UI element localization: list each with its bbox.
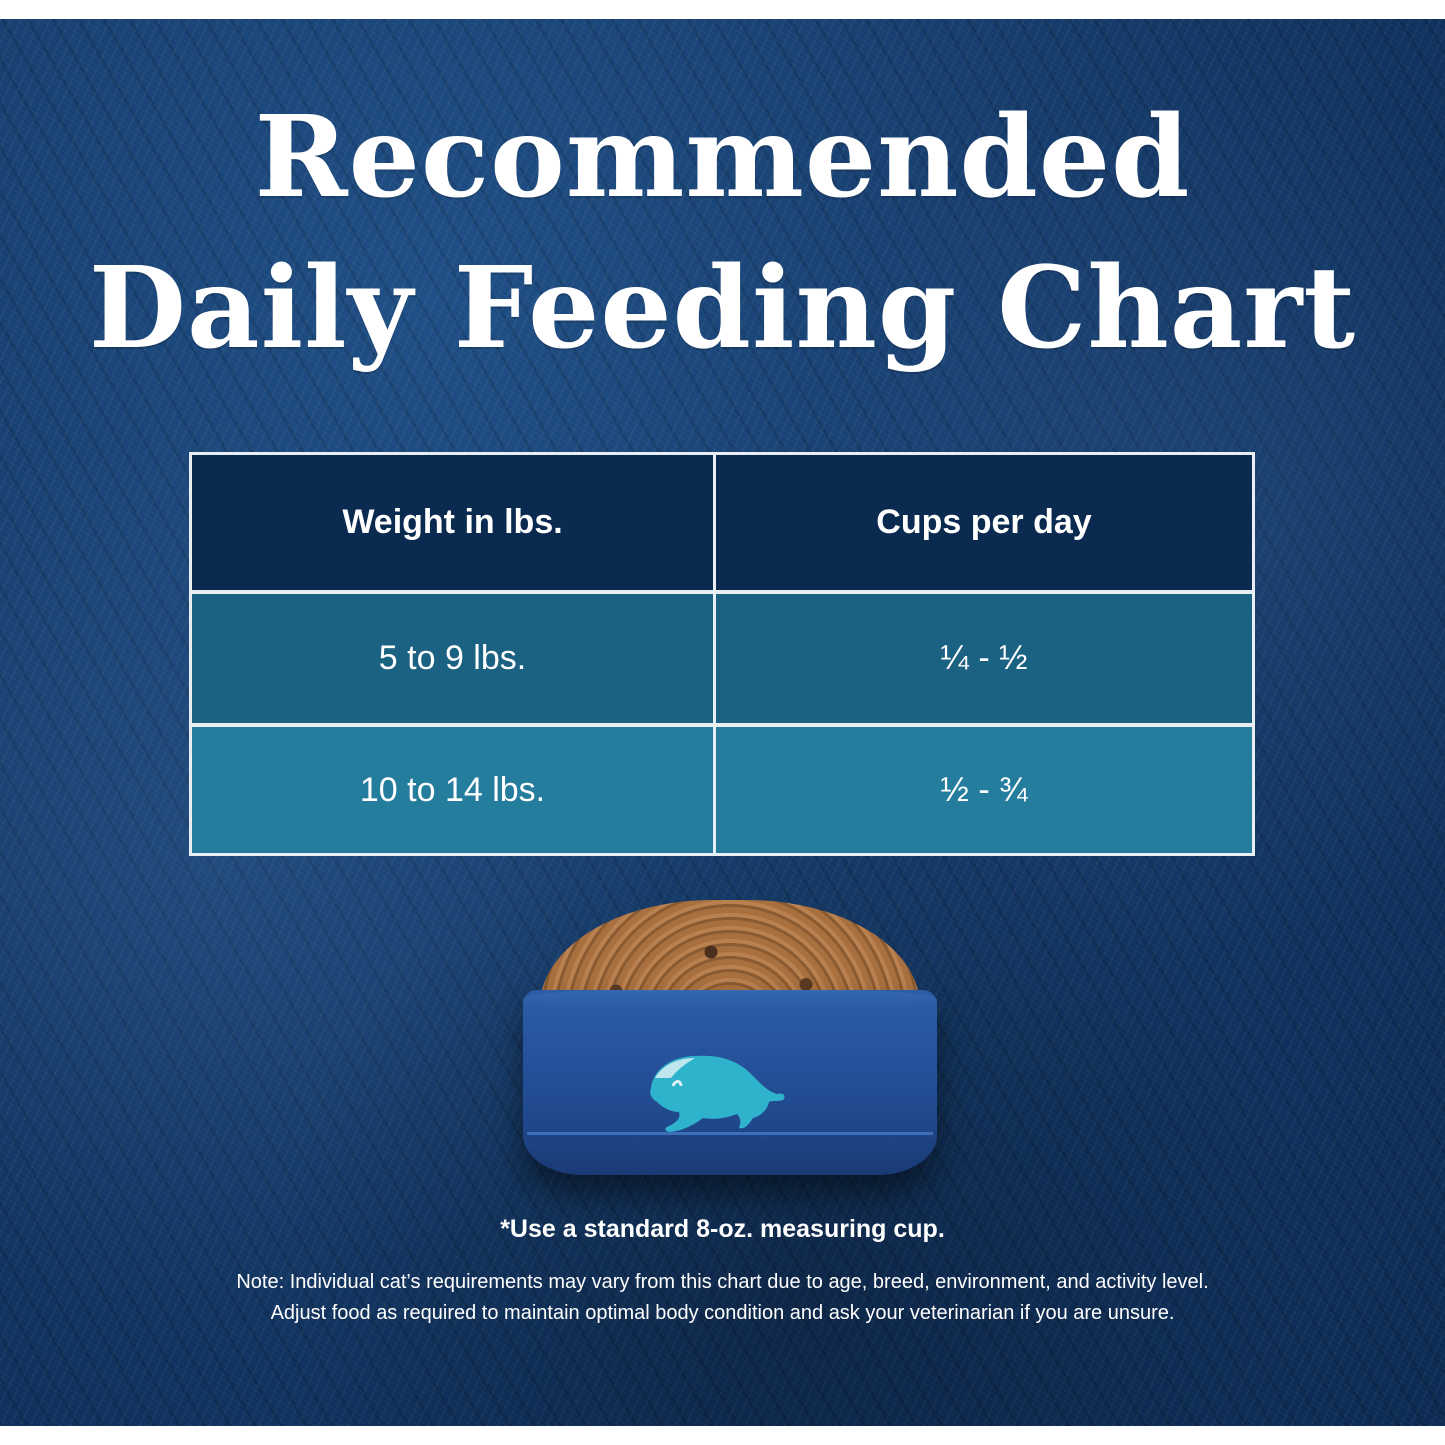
feeding-chart-panel: Recommended Daily Feeding Chart Weight i… xyxy=(0,19,1445,1426)
bison-icon xyxy=(641,1048,791,1138)
bowl-rim xyxy=(523,990,937,1010)
food-bowl-image xyxy=(520,900,940,1190)
table-header-weight: Weight in lbs. xyxy=(192,455,716,590)
title-line-2: Daily Feeding Chart xyxy=(88,243,1357,374)
title-line-1: Recommended xyxy=(254,92,1191,223)
table-cell-weight: 5 to 9 lbs. xyxy=(192,590,716,723)
note-line-2: Adjust food as required to maintain opti… xyxy=(270,1302,1175,1324)
table-cell-weight: 10 to 14 lbs. xyxy=(192,723,716,853)
table-cell-cups: ½ - ¾ xyxy=(716,723,1252,853)
bowl xyxy=(523,990,937,1175)
note-line-1: Note: Individual cat’s requirements may … xyxy=(236,1271,1209,1293)
bowl-base xyxy=(527,1132,933,1165)
table-cell-cups: ¼ - ½ xyxy=(716,590,1252,723)
table-header-cups: Cups per day xyxy=(716,455,1252,590)
feeding-table: Weight in lbs. Cups per day 5 to 9 lbs. … xyxy=(189,452,1255,856)
measuring-cup-footnote: *Use a standard 8-oz. measuring cup. xyxy=(500,1215,945,1243)
